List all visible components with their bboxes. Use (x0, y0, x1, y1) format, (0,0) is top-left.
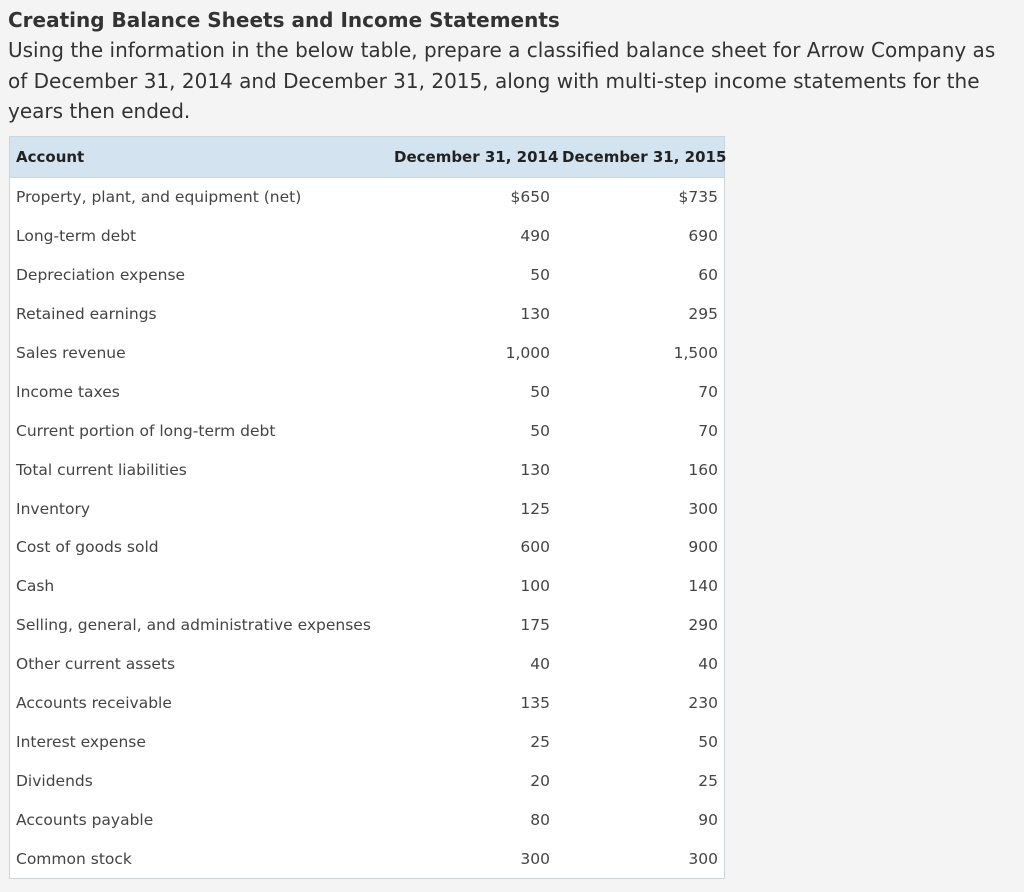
account-table: Account December 31, 2014 December 31, 2… (10, 137, 726, 879)
value-2014-cell: $650 (388, 176, 556, 217)
value-2014-cell: 490 (520, 227, 550, 246)
value-2015-cell: $735 (556, 176, 724, 217)
value-2014-cell: 100 (520, 577, 550, 596)
table-row: Current portion of long-term debt 50 70 (10, 411, 724, 450)
account-name-cell: Retained earnings (16, 305, 157, 324)
value-2014-cell: 135 (520, 694, 550, 713)
value-2014-cell: 130 (520, 460, 550, 479)
value-2015-cell: 25 (698, 771, 718, 790)
value-2015-cell: 50 (698, 732, 718, 751)
value-2014-cell: 50 (530, 421, 550, 440)
account-table-container: Account December 31, 2014 December 31, 2… (9, 136, 726, 880)
account-name-cell: Current portion of long-term debt (16, 421, 276, 440)
page-title: Creating Balance Sheets and Income State… (8, 8, 560, 32)
value-2015-cell: 300 (688, 499, 718, 518)
account-name-cell: Inventory (16, 499, 91, 518)
value-2015-cell: 160 (688, 460, 718, 479)
value-2015-cell: 70 (698, 382, 718, 401)
account-name-cell: Dividends (16, 771, 93, 790)
table-row: Long-term debt 490 690 (10, 217, 724, 256)
table-row: Selling, general, and administrative exp… (10, 606, 724, 645)
account-name-cell: Interest expense (16, 732, 146, 751)
table-row: Income taxes 50 70 (10, 372, 724, 411)
table-row: Accounts receivable 135 230 (10, 684, 724, 723)
problem-prompt: Using the information in the below table… (8, 38, 996, 123)
table-row: Common stock 300 300 (10, 839, 724, 878)
value-2015-cell: 60 (698, 266, 718, 285)
table-row: Total current liabilities 130 160 (10, 450, 724, 489)
value-2015-cell: 295 (688, 305, 718, 324)
account-name-cell: Depreciation expense (16, 266, 186, 285)
account-name-cell: Other current assets (16, 655, 176, 674)
column-header-account: Account (10, 137, 388, 178)
value-2015-cell: 900 (688, 538, 718, 557)
table-row: Interest expense 25 50 (10, 722, 724, 761)
account-name-cell: Income taxes (16, 382, 120, 401)
table-row: Inventory 125 300 (10, 489, 724, 528)
account-name-cell: Cash (16, 577, 55, 596)
value-2014-cell: 600 (520, 538, 550, 557)
value-2014-cell: 125 (520, 499, 550, 518)
value-2014-cell: 130 (520, 305, 550, 324)
table-row: Dividends 20 25 (10, 761, 724, 800)
column-header-2015: December 31, 2015 (556, 137, 726, 178)
table-row: Depreciation expense 50 60 (10, 256, 724, 295)
value-2015-cell: 90 (698, 810, 718, 829)
value-2014-cell: 300 (520, 849, 550, 868)
value-2014-cell: 25 (530, 732, 550, 751)
value-2014-cell: 80 (530, 810, 550, 829)
value-2015-cell: 40 (698, 655, 718, 674)
value-2015-cell: 140 (688, 577, 718, 596)
value-2014-cell: 20 (530, 771, 550, 790)
account-name-cell: Cost of goods sold (16, 538, 159, 557)
account-name-cell: Property, plant, and equipment (net) (10, 176, 388, 217)
value-2014-cell: 1,000 (505, 344, 550, 362)
account-name-cell: Long-term debt (16, 227, 137, 246)
account-name-cell: Accounts payable (16, 810, 154, 829)
table-row: Retained earnings 130 295 (10, 295, 724, 334)
value-2014-cell: 40 (530, 655, 550, 674)
account-name-cell: Total current liabilities (16, 460, 187, 479)
account-name-cell: Accounts receivable (16, 694, 172, 713)
column-header-2014: December 31, 2014 (388, 137, 558, 178)
value-2015-cell: 230 (688, 694, 718, 713)
value-2015-cell: 690 (688, 227, 718, 246)
value-2014-cell: 50 (530, 382, 550, 401)
table-row: Cash 100 140 (10, 567, 724, 606)
account-name-cell: Selling, general, and administrative exp… (16, 616, 371, 635)
table-row: Accounts payable 80 90 (10, 800, 724, 839)
account-name-cell: Sales revenue (16, 344, 126, 362)
value-2015-cell: 300 (688, 849, 718, 868)
value-2015-cell: 1,500 (673, 344, 718, 362)
value-2014-cell: 50 (530, 266, 550, 285)
account-name-cell: Common stock (16, 849, 132, 868)
value-2015-cell: 70 (698, 421, 718, 440)
table-row: Property, plant, and equipment (net) $650… (10, 176, 724, 217)
table-row: Cost of goods sold 600 900 (10, 528, 724, 567)
table-body: Property, plant, and equipment (net) $650… (10, 176, 724, 879)
table-row: Other current assets 40 40 (10, 645, 724, 684)
table-header-row: Account December 31, 2014 December 31, 2… (10, 137, 726, 178)
value-2015-cell: 290 (688, 616, 718, 635)
value-2014-cell: 175 (520, 616, 550, 635)
table-row: Sales revenue 1,000 1,500 (10, 334, 724, 373)
